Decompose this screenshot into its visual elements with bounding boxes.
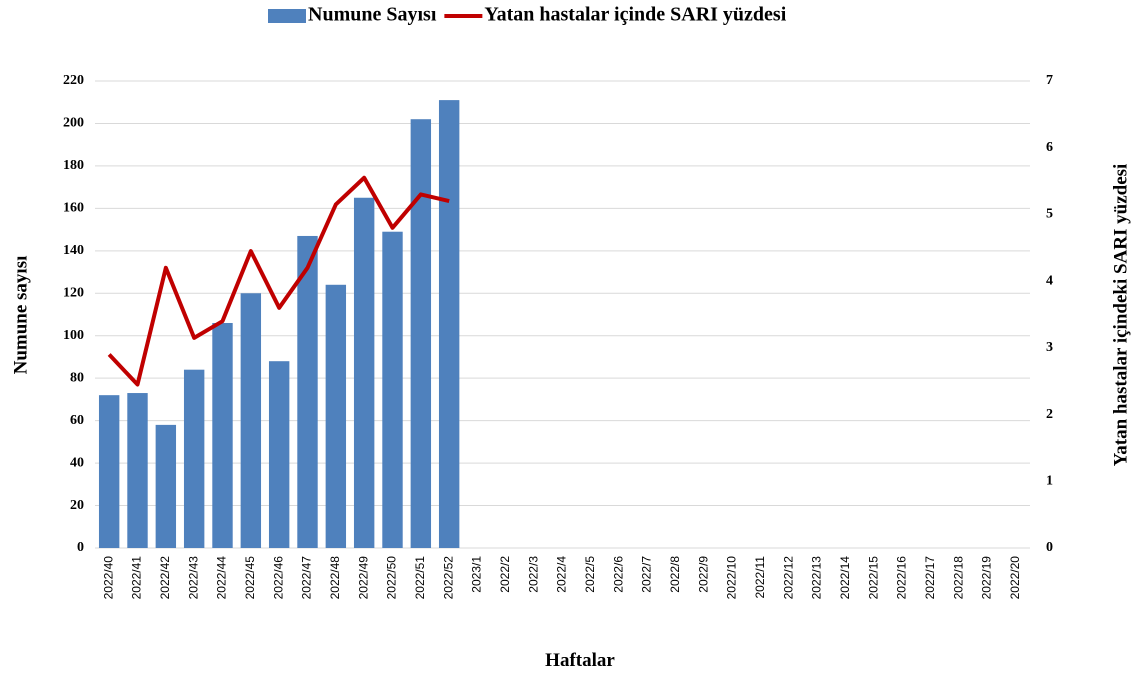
x-tick-label: 2022/8 — [668, 556, 682, 593]
x-tick-label: 2022/20 — [1008, 556, 1022, 600]
y-tick-label: 140 — [63, 243, 84, 258]
x-tick-label: 2022/42 — [158, 556, 172, 600]
y-tick-label: 40 — [70, 455, 84, 470]
bar — [98, 395, 120, 548]
x-tick-label: 2022/48 — [328, 556, 342, 600]
bar — [410, 119, 432, 548]
x-tick-label: 2022/43 — [186, 556, 200, 600]
bar — [155, 424, 177, 548]
x-tick-label: 2022/50 — [385, 556, 399, 600]
y2-tick-label: 3 — [1046, 340, 1053, 355]
x-axis-title: Haftalar — [545, 650, 615, 671]
bar — [212, 322, 233, 548]
y-tick-label: 0 — [77, 540, 84, 555]
y-tick-label: 200 — [63, 116, 84, 131]
x-tick-label: 2022/40 — [101, 556, 115, 600]
x-tick-label: 2022/44 — [215, 556, 229, 600]
x-tick-label: 2022/17 — [923, 556, 937, 600]
legend-label: Numune Sayısı — [308, 4, 437, 26]
y2-tick-label: 2 — [1046, 407, 1053, 422]
line — [107, 175, 450, 387]
y-tick-label: 160 — [63, 201, 84, 216]
x-tick-label: 2022/12 — [781, 556, 795, 600]
y2-tick-label: 0 — [1046, 540, 1053, 555]
y2-tick-label: 4 — [1046, 273, 1053, 288]
bar — [268, 361, 290, 548]
x-tick-label: 2022/2 — [498, 556, 512, 593]
x-tick-label: 2022/10 — [725, 556, 739, 600]
x-tick-label: 2022/47 — [300, 556, 314, 600]
bar — [297, 235, 318, 548]
y-tick-label: 100 — [63, 328, 84, 343]
bar — [183, 369, 205, 548]
y-tick-label: 180 — [63, 158, 84, 173]
x-tick-label: 2022/46 — [271, 556, 285, 600]
bar — [240, 293, 262, 548]
x-tick-label: 2022/18 — [951, 556, 965, 600]
x-tick-label: 2022/49 — [356, 556, 370, 600]
legend-swatch — [268, 9, 306, 23]
x-tick-label: 2022/5 — [583, 556, 597, 593]
x-tick-label: 2022/3 — [526, 556, 540, 593]
x-tick-label: 2022/11 — [753, 556, 767, 599]
y-axis-title: Numune sayısı — [10, 256, 31, 375]
x-tick-label: 2022/19 — [980, 556, 994, 600]
x-tick-label: 2022/4 — [555, 556, 569, 593]
y2-tick-label: 1 — [1046, 474, 1053, 489]
x-tick-label: 2022/52 — [441, 556, 455, 600]
bar — [382, 231, 403, 549]
x-tick-label: 2022/41 — [130, 556, 144, 600]
x-tick-label: 2022/9 — [696, 556, 710, 593]
legend-label: Yatan hastalar içinde SARI yüzdesi — [484, 4, 786, 26]
bar — [325, 284, 347, 548]
y2-axis-title: Yatan hastalar içindeki SARI yüzdesi — [1110, 164, 1131, 467]
x-tick-label: 2022/45 — [243, 556, 257, 600]
y2-tick-label: 6 — [1046, 140, 1053, 155]
y-tick-label: 120 — [63, 285, 84, 300]
y-tick-label: 220 — [63, 73, 84, 88]
bar — [438, 100, 460, 548]
x-tick-label: 2022/6 — [611, 556, 625, 593]
bar — [127, 393, 148, 548]
x-tick-label: 2022/16 — [895, 556, 909, 600]
x-tick-label: 2023/1 — [470, 556, 484, 593]
x-tick-label: 2022/51 — [413, 556, 427, 600]
y-tick-label: 20 — [70, 498, 84, 513]
x-tick-label: 2022/7 — [640, 556, 654, 593]
y-tick-label: 80 — [70, 370, 84, 385]
x-tick-label: 2022/13 — [810, 556, 824, 600]
x-tick-label: 2022/15 — [866, 556, 880, 600]
y2-tick-label: 7 — [1046, 73, 1053, 88]
y-tick-label: 60 — [70, 413, 84, 428]
x-tick-label: 2022/14 — [838, 556, 852, 600]
y2-tick-label: 5 — [1046, 207, 1053, 222]
bar — [353, 197, 375, 548]
